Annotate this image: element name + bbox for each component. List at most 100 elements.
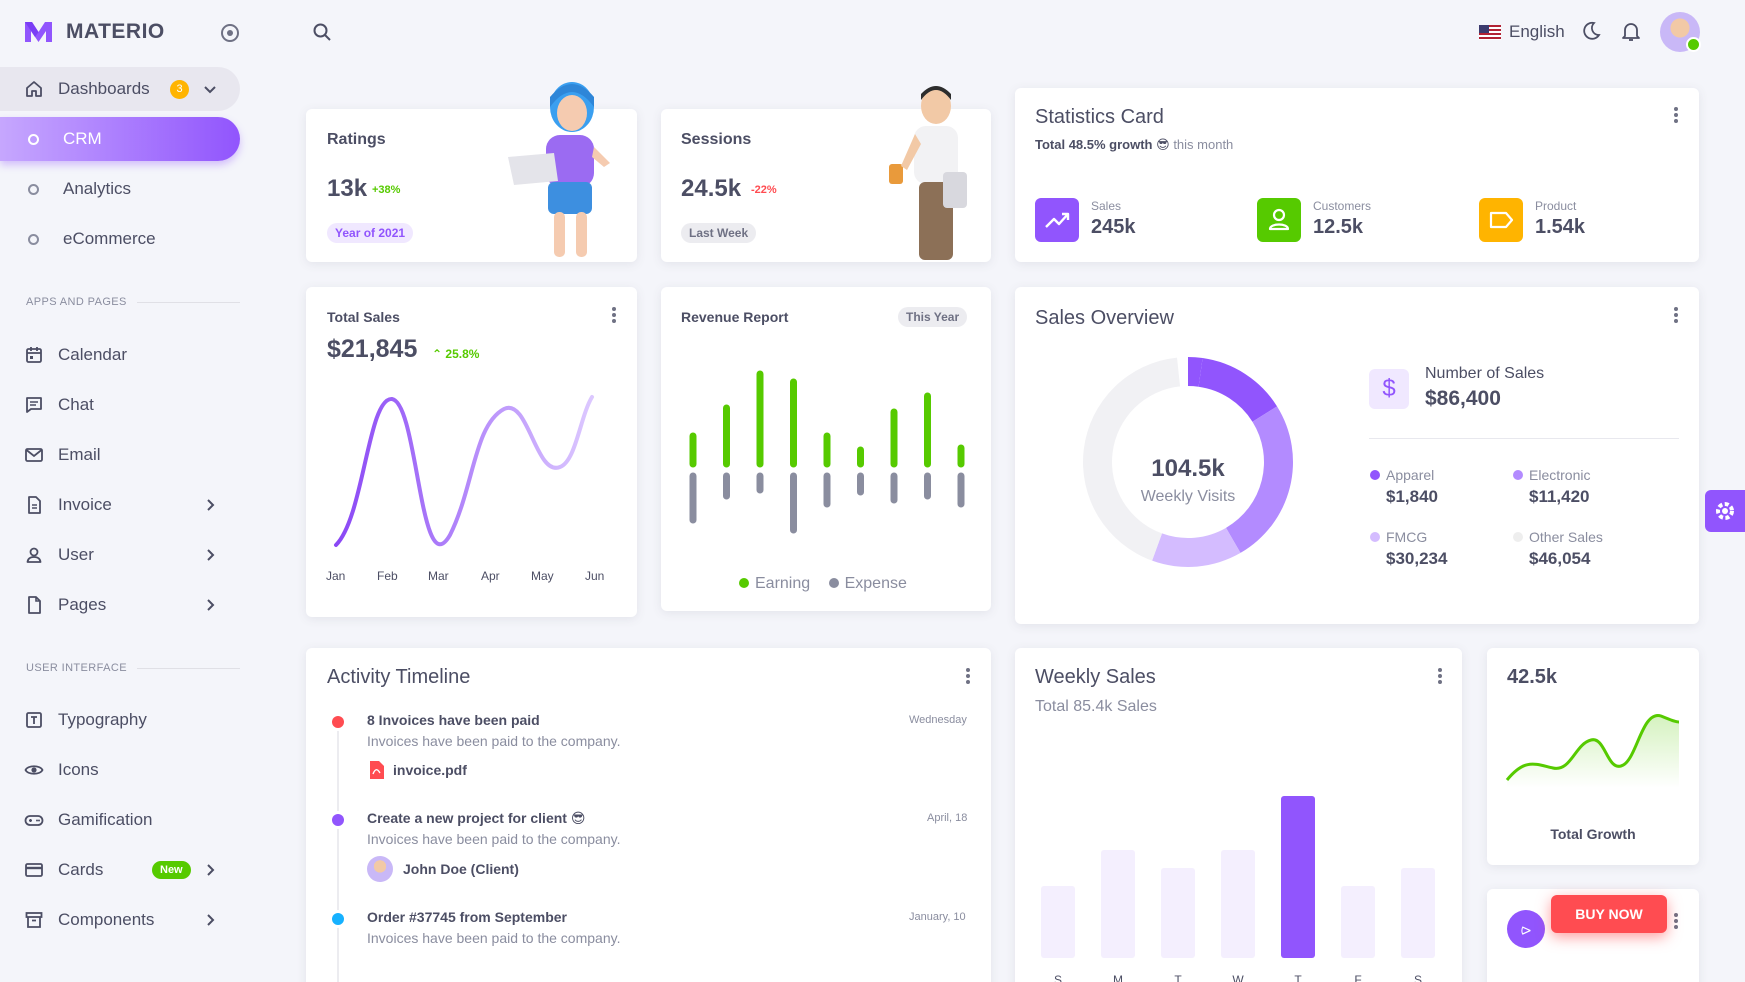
ratings-title: Ratings xyxy=(327,131,386,148)
number-of-sales-value: $86,400 xyxy=(1425,387,1501,410)
donut-segment xyxy=(1226,406,1293,553)
timeline-item-desc: Invoices have been paid to the company. xyxy=(367,733,621,749)
ratings-value: 13k xyxy=(327,175,368,202)
sidebar-pin-icon[interactable] xyxy=(221,24,239,42)
sales-item-label: Other Sales xyxy=(1529,529,1603,545)
timeline-item-date: April, 18 xyxy=(927,812,968,824)
sidebar-item-label: Icons xyxy=(58,760,99,779)
growth-emoji: 😎 xyxy=(1156,137,1170,152)
sidebar-item-label: User xyxy=(58,545,94,564)
brand[interactable]: MATERIO xyxy=(23,20,165,44)
sidebar-item-crm[interactable]: CRM xyxy=(0,117,240,161)
more-icon[interactable] xyxy=(1674,913,1678,929)
sidebar-item-ecommerce[interactable]: eCommerce xyxy=(0,217,240,261)
sidebar-item-typography[interactable]: Typography xyxy=(0,698,240,742)
month-label: Jan xyxy=(326,569,346,583)
day-label: T xyxy=(1174,973,1182,982)
sidebar-item-cards[interactable]: Cards New xyxy=(0,848,240,892)
statistics-subtitle: Total 48.5% growth 😎 this month xyxy=(1035,137,1233,153)
user-avatar[interactable] xyxy=(1660,12,1701,52)
sidebar-item-components[interactable]: Components xyxy=(0,898,240,942)
sales-item-other-sales: Other Sales $46,054 xyxy=(1513,529,1603,569)
more-icon[interactable] xyxy=(1674,307,1678,323)
more-icon[interactable] xyxy=(612,307,616,323)
typography-icon xyxy=(26,712,42,728)
total-sales-card: Total Sales $21,845 ⌃ 25.8% Jan Feb Mar … xyxy=(306,287,637,617)
customizer-toggle[interactable] xyxy=(1705,490,1745,532)
sidebar-item-label: Pages xyxy=(58,595,107,614)
revenue-title: Revenue Report xyxy=(681,309,789,325)
divider xyxy=(1369,438,1679,439)
sidebar-item-chat[interactable]: Chat xyxy=(0,383,240,427)
sidebar-item-label: Gamification xyxy=(58,810,153,829)
attachment-invoice[interactable]: invoice.pdf xyxy=(369,760,467,780)
woman-illustration xyxy=(508,82,610,257)
weekly-sales-subtitle: Total 85.4k Sales xyxy=(1035,698,1157,715)
circle-icon xyxy=(28,184,39,195)
donut-center-value: 104.5k xyxy=(1151,455,1225,482)
sidebar-item-label: Typography xyxy=(58,710,147,729)
sessions-chip: Last Week xyxy=(681,223,757,243)
eye-icon xyxy=(24,765,44,775)
revenue-bar-chart xyxy=(689,370,965,534)
circle-icon xyxy=(28,134,39,145)
brand-name: MATERIO xyxy=(66,20,165,43)
more-icon[interactable] xyxy=(1438,668,1442,684)
more-icon[interactable] xyxy=(1674,107,1678,123)
sidebar-item-email[interactable]: Email xyxy=(0,433,240,477)
day-label: F xyxy=(1354,973,1361,982)
activity-timeline-card: Activity Timeline 8 Invoices have been p… xyxy=(306,648,991,982)
sales-item-apparel: Apparel $1,840 xyxy=(1370,467,1438,507)
statistics-title: Statistics Card xyxy=(1035,106,1164,128)
sidebar-item-pages[interactable]: Pages xyxy=(0,583,240,627)
total-growth-card: 42.5k Total Growth xyxy=(1487,648,1699,865)
growth-text: Total 48.5% growth xyxy=(1035,137,1153,152)
sidebar-item-label: Cards xyxy=(58,860,104,879)
sales-overview-title: Sales Overview xyxy=(1035,307,1174,329)
sales-item-value: $46,054 xyxy=(1529,549,1591,568)
user-icon xyxy=(26,547,42,563)
search-icon[interactable] xyxy=(312,22,332,42)
weekly-sales-bar xyxy=(1041,886,1075,958)
account-icon xyxy=(1257,198,1301,242)
credit-card-icon xyxy=(25,863,43,877)
month-label: Jun xyxy=(585,569,605,583)
gear-icon xyxy=(1716,502,1734,520)
revenue-chip[interactable]: This Year xyxy=(898,307,968,327)
total-growth-label: Total Growth xyxy=(1550,826,1636,842)
chevron-right-icon xyxy=(207,864,215,876)
sales-item-fmcg: FMCG $30,234 xyxy=(1370,529,1447,569)
buy-now-button[interactable]: BUY NOW xyxy=(1551,895,1667,933)
language-selector[interactable]: English xyxy=(1479,22,1565,42)
timeline-item-title: 8 Invoices have been paid xyxy=(367,712,540,728)
total-sales-line-chart xyxy=(334,395,594,547)
attachment-client[interactable]: John Doe (Client) xyxy=(367,856,519,882)
sales-item-value: $30,234 xyxy=(1386,549,1448,568)
sidebar-item-gamification[interactable]: Gamification xyxy=(0,798,240,842)
growth-period: this month xyxy=(1173,137,1234,152)
sidebar-item-dashboards[interactable]: Dashboards 3 xyxy=(0,67,240,111)
sidebar-item-analytics[interactable]: Analytics xyxy=(0,167,240,211)
client-avatar xyxy=(367,856,393,882)
weekly-sales-bar xyxy=(1401,868,1435,958)
dot-icon xyxy=(1370,532,1380,542)
sidebar-item-calendar[interactable]: Calendar xyxy=(0,333,240,377)
month-label: Feb xyxy=(377,569,398,583)
section-user-interface: USER INTERFACE xyxy=(26,662,240,674)
timeline-item-desc: Invoices have been paid to the company. xyxy=(367,930,621,946)
sidebar-item-icons[interactable]: Icons xyxy=(0,748,240,792)
sidebar: MATERIO Dashboards 3 CRM Analytics eComm… xyxy=(0,0,260,982)
ratings-chip: Year of 2021 xyxy=(327,223,414,243)
weekly-sales-card: Weekly Sales Total 85.4k Sales S M T W T F S xyxy=(1015,648,1462,982)
sidebar-item-user[interactable]: User xyxy=(0,533,240,577)
moon-icon[interactable] xyxy=(1580,20,1602,42)
chevron-right-icon xyxy=(207,914,215,926)
section-label: USER INTERFACE xyxy=(26,662,127,674)
attachment-name: invoice.pdf xyxy=(393,762,467,778)
sidebar-item-invoice[interactable]: Invoice xyxy=(0,483,240,527)
more-icon[interactable] xyxy=(966,668,970,684)
stat-value: 245k xyxy=(1091,216,1136,238)
bell-icon[interactable] xyxy=(1620,20,1642,42)
sidebar-item-label: Email xyxy=(58,445,101,464)
